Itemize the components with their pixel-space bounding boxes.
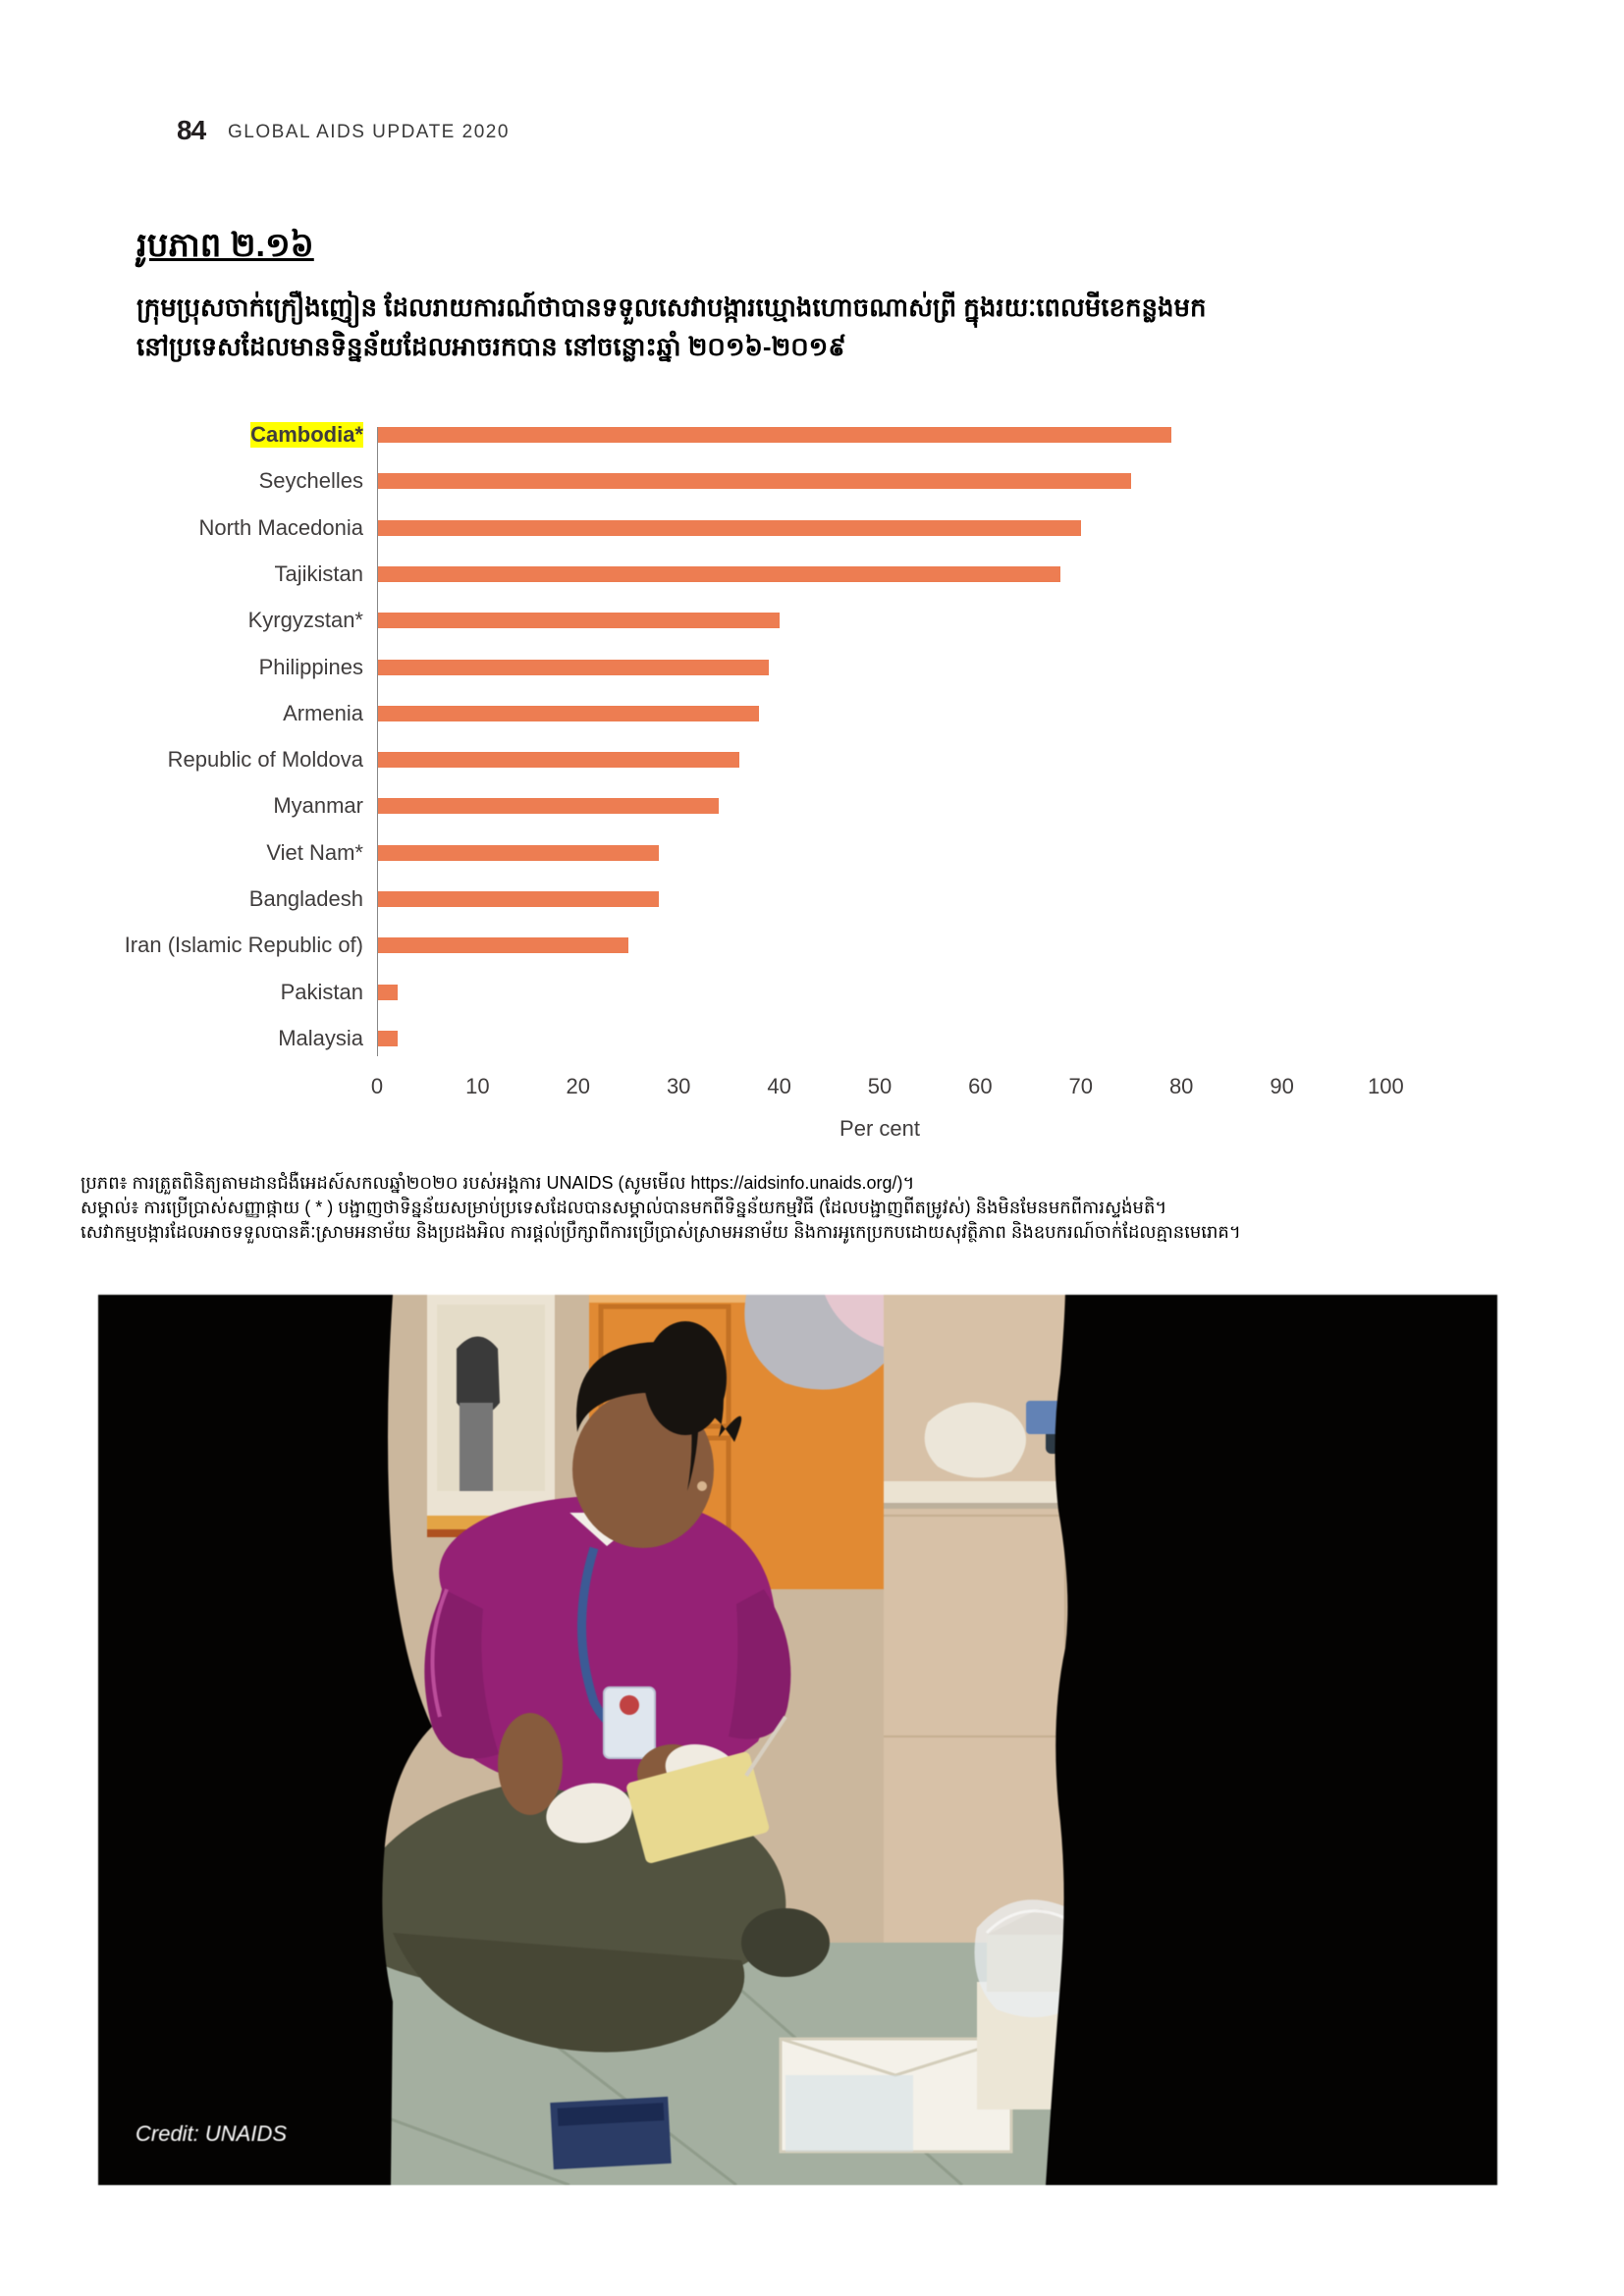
svg-text:Credit: UNAIDS: Credit: UNAIDS [135,2121,287,2146]
